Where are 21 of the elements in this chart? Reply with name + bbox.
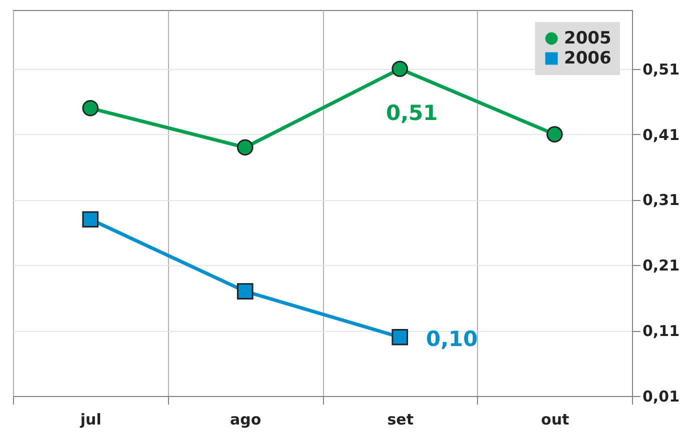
point — [236, 139, 254, 156]
x-tick-label: ago — [230, 410, 262, 428]
x-tick-label: jul — [79, 410, 102, 428]
point — [236, 283, 254, 300]
point — [392, 328, 408, 346]
y-tick-label: 0,31 — [642, 191, 680, 210]
y-tick-label: 0,11 — [642, 322, 680, 340]
point — [82, 211, 99, 228]
x-tick-label: set — [387, 410, 414, 428]
y-tick-label: 0,41 — [642, 126, 680, 144]
y-tick-label: 0,21 — [642, 256, 680, 275]
x-tick-label: out — [541, 410, 570, 428]
y-tick-label: 0,01 — [642, 388, 680, 406]
data-label: 0,10 — [426, 327, 478, 352]
point — [392, 60, 408, 78]
data-label: 0,51 — [386, 100, 438, 125]
legend-label: 2005 — [564, 28, 612, 48]
y-tick-label: 0,51 — [642, 60, 680, 78]
legend-label: 2006 — [564, 48, 612, 68]
point — [546, 126, 563, 142]
point — [82, 100, 99, 116]
